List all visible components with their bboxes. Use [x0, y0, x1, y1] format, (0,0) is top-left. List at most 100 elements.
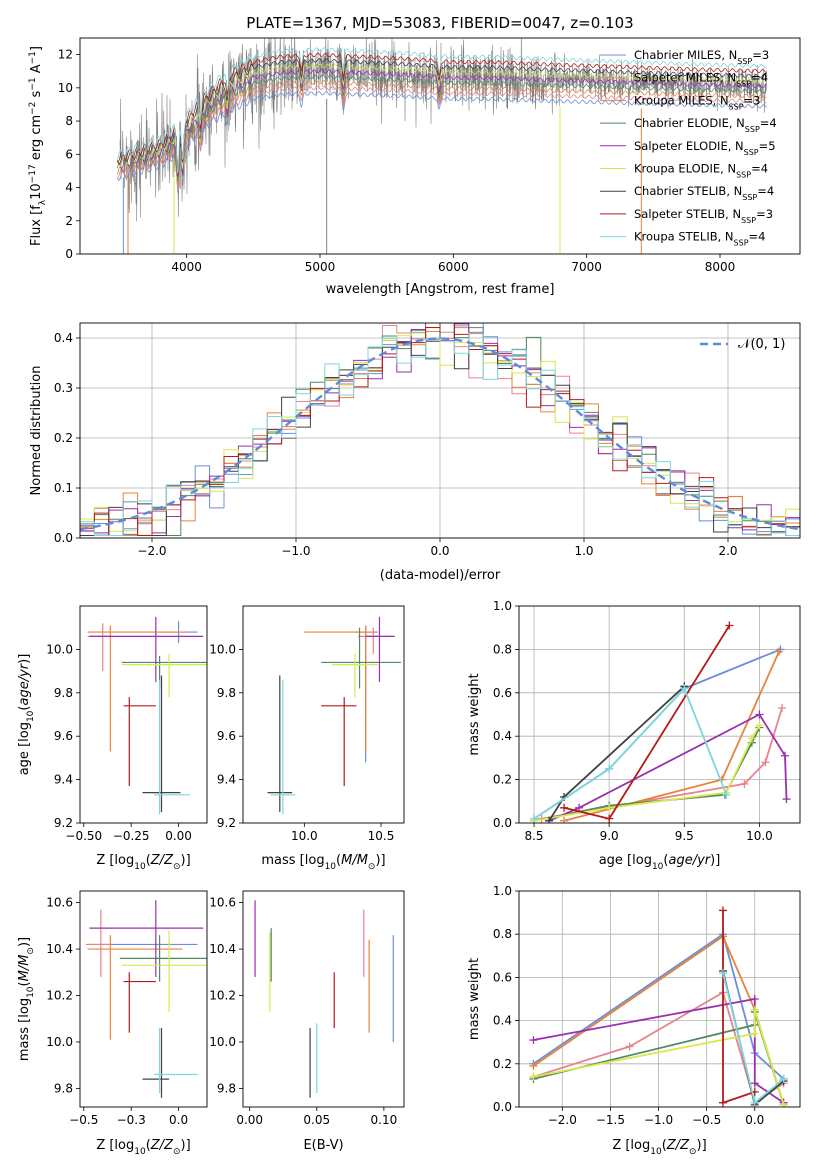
x-tick-label: 2.0	[718, 544, 737, 558]
legend-label: Kroupa STELIB, NSSP=4	[634, 230, 765, 248]
x-tick-label: 8.5	[524, 829, 543, 843]
series-point	[755, 710, 764, 719]
series-point	[722, 790, 731, 799]
series-point	[777, 703, 786, 712]
y-tick-label: 0.4	[54, 331, 73, 345]
series-point	[761, 758, 770, 767]
series-point	[680, 684, 689, 693]
axes-frame	[79, 322, 801, 539]
legend-label: Chabrier ELODIE, NSSP=4	[634, 116, 777, 134]
series-point	[774, 647, 783, 656]
legend-label: Chabrier STELIB, NSSP=4	[634, 184, 774, 202]
x-tick-label: 10.5	[368, 829, 395, 843]
legend-label: Kroupa MILES, NSSP=3	[634, 93, 760, 111]
y-tick-label: 0.3	[54, 381, 73, 395]
plot-area	[80, 323, 800, 538]
axes-frame	[79, 890, 208, 1108]
series-point	[605, 803, 614, 812]
x-axis-label: (data-model)/error	[380, 568, 501, 583]
x-axis-label: age [log10(age/yr)]	[599, 853, 721, 872]
series-point	[529, 1061, 538, 1070]
series-point	[750, 1029, 759, 1038]
y-axis-label: mass weight	[467, 958, 482, 1040]
legend-label: Salpeter MILES, NSSP=4	[634, 71, 768, 89]
series-point	[755, 721, 764, 730]
model-line-5	[116, 63, 767, 175]
series-point	[780, 751, 789, 760]
y-tick-label: 9.8	[217, 1081, 236, 1095]
y-axis-label: mass weight	[467, 673, 482, 755]
x-tick-label: 10.0	[746, 829, 773, 843]
axes-frame	[518, 890, 801, 1108]
x-axis-label: wavelength [Angstrom, rest frame]	[326, 282, 555, 297]
y-tick-label: 12	[58, 48, 73, 62]
series-point	[750, 1005, 759, 1014]
x-tick-label: 0.00	[236, 1113, 263, 1127]
x-tick-label: −2.0	[548, 1113, 577, 1127]
y-tick-label: 9.6	[54, 729, 73, 743]
series-point	[719, 1098, 728, 1107]
model-line-1	[117, 85, 767, 190]
series-point	[740, 779, 749, 788]
series-point	[560, 816, 569, 823]
y-tick-label: 10.2	[46, 989, 73, 1003]
y-tick-label: 2	[65, 214, 73, 228]
legend-label: Salpeter STELIB, NSSP=3	[634, 207, 773, 225]
series-point	[575, 803, 584, 812]
plot-area	[267, 616, 401, 815]
series-point	[750, 1079, 759, 1088]
x-tick-label: 8000	[705, 260, 736, 274]
plot-area	[254, 900, 394, 1098]
y-tick-label: 9.4	[217, 773, 236, 787]
series-line-5	[533, 1009, 785, 1106]
plot-area	[519, 606, 800, 823]
y-tick-label: 0.8	[493, 927, 512, 941]
series-point	[530, 814, 539, 823]
model-line-8	[116, 47, 767, 174]
y-axis-label: Normed distribution	[29, 366, 44, 496]
y-tick-label: 10.0	[46, 642, 73, 656]
y-tick-label: 10.4	[46, 942, 73, 956]
series-line-3	[533, 727, 761, 822]
x-axis-label: Z [log10(Z/Z⊙)]	[612, 1138, 706, 1157]
plot-area	[116, 38, 767, 254]
series-point	[719, 969, 728, 978]
y-tick-label: 10.0	[46, 1035, 73, 1049]
x-axis-label: Z [log10(Z/Z⊙)]	[96, 1138, 190, 1157]
histogram-step-8	[80, 332, 800, 536]
x-axis-label: Z [log10(Z/Z⊙)]	[96, 853, 190, 872]
y-axis-label: Flux [fλ10−17 erg cm−2 s−1 A−1]	[28, 46, 48, 246]
x-tick-label: −0.5	[69, 1113, 98, 1127]
model-line-6	[116, 58, 767, 176]
legend-label: Chabrier MILES, NSSP=3	[634, 48, 769, 66]
panel-mass-weight-vs-Z: −2.0 −1.5 −1.0 −0.5 0.0 0.0 0.2 0.4 0.6 0.8 1.0 Z […	[467, 884, 801, 1157]
chart-title: PLATE=1367, MJD=53083, FIBERID=0047, z=0…	[246, 14, 633, 32]
x-tick-label: −2.0	[137, 544, 166, 558]
x-tick-label: 0.10	[371, 1113, 398, 1127]
series-point	[725, 621, 734, 630]
x-tick-label: 9.5	[675, 829, 694, 843]
y-tick-label: 9.2	[54, 816, 73, 830]
panel-mass-vs-Z: −0.5 −0.3 0.0 9.8 10.0 10.2 10.4 10.6 Z [log10(Z…	[17, 890, 208, 1157]
x-tick-label: 0.05	[303, 1113, 330, 1127]
x-tick-label: 6000	[438, 260, 469, 274]
x-tick-label: −0.50	[65, 829, 102, 843]
x-axis-label: E(B-V)	[303, 1138, 343, 1153]
panel-mass-vs-EBV: 0.00 0.05 0.10 9.8 10.0 10.2 10.4 10.6 E(B-V)	[209, 890, 405, 1153]
panel-age-vs-Z: −0.50 −0.25 0.00 9.2 9.4 9.6 9.8 10.0 Z [log10(Z…	[17, 605, 208, 872]
x-tick-label: −0.25	[113, 829, 150, 843]
y-tick-label: 10.6	[209, 896, 236, 910]
y-tick-label: 0.0	[493, 816, 512, 830]
y-tick-label: 1.0	[493, 599, 512, 613]
series-point	[529, 1072, 538, 1081]
y-tick-label: 9.6	[217, 729, 236, 743]
x-axis-label: mass [log10(M/M⊙)]	[261, 853, 385, 872]
series-point	[779, 1074, 788, 1083]
panel-age-vs-mass: 10.0 10.5 9.2 9.4 9.6 9.8 10.0 mass [log10(M/M⊙…	[209, 605, 405, 872]
x-tick-label: 9.0	[600, 829, 619, 843]
axes-frame	[79, 605, 208, 824]
y-tick-label: 0.4	[493, 729, 512, 743]
y-tick-label: 9.8	[217, 686, 236, 700]
series-line-4	[548, 713, 788, 822]
y-tick-label: 10.0	[209, 1035, 236, 1049]
